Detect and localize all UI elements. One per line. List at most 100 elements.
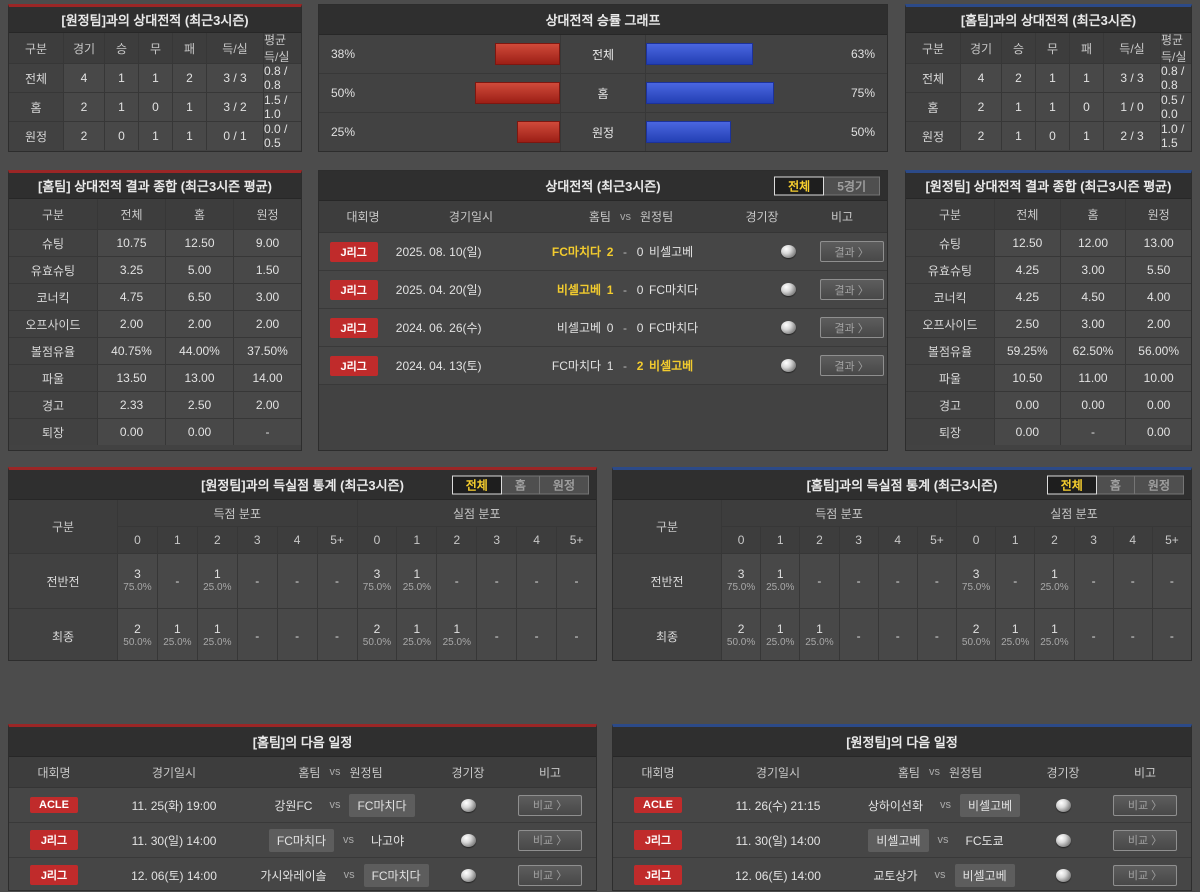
league-badge: J리그 — [30, 830, 78, 850]
conceded-cell: 3 75.0% — [957, 554, 996, 608]
stadium-icon[interactable] — [460, 868, 476, 882]
score-col-header: 4 — [1113, 527, 1152, 553]
panel-title: [원정팀]과의 득실점 통계 (최근3시즌) 전체 홈 원정 — [9, 470, 596, 500]
match-datetime: 12. 06(토) 14:00 — [131, 868, 217, 883]
left-percent-label: 50% — [331, 86, 356, 100]
compare-button[interactable]: 비교 〉 — [1113, 864, 1177, 886]
score-col-header: 3 — [839, 527, 878, 553]
scored-cell: 1 25.0% — [761, 554, 800, 608]
match-datetime: 11. 25(화) 19:00 — [131, 798, 217, 813]
compare-button[interactable]: 비교 〉 — [518, 794, 582, 816]
stadium-icon[interactable] — [460, 798, 476, 812]
match-date: 2024. 04. 13(토) — [395, 359, 482, 373]
panel-title-text: 상대전적 (최근3시즌) — [545, 179, 661, 194]
away-team-name: 비셀고베 — [649, 245, 694, 259]
match-datetime: 11. 26(수) 21:15 — [735, 798, 821, 813]
score-col-header: 0 — [357, 527, 397, 553]
stadium-icon[interactable] — [781, 321, 797, 334]
stadium-icon[interactable] — [781, 283, 797, 296]
tab-away[interactable]: 원정 — [538, 475, 589, 494]
cell: 1.50 — [234, 257, 301, 283]
row-label: 볼점유율 — [9, 338, 97, 364]
match-row: J리그 2024. 04. 13(토) FC마치다 1 - 2 비셀고베 — [319, 347, 887, 385]
awayteam-summary-panel: [원정팀] 상대전적 결과 종합 (최근3시즌 평균) 구분 전체 홈 원정 슈… — [905, 170, 1192, 451]
scored-cell: - — [839, 609, 878, 660]
home-header: 홈팀 — [588, 210, 611, 224]
result-button[interactable]: 결과 〉 — [819, 355, 884, 376]
winrate-row: 38% 전체 63% — [319, 35, 887, 74]
score-col-header: 3 — [237, 527, 277, 553]
tab-all[interactable]: 전체 — [1046, 475, 1097, 494]
cell: 2.00 — [1126, 311, 1191, 337]
cell: 2 / 3 — [1104, 122, 1160, 150]
score-col-header: 3 — [1074, 527, 1113, 553]
conceded-cell: 2 50.0% — [357, 609, 397, 660]
stadium-icon[interactable] — [781, 245, 797, 258]
match-row: J리그 2024. 06. 26(수) 비셀고베 0 - 0 FC마치다 — [319, 309, 887, 347]
home-team-name: 강원FC — [274, 798, 313, 813]
tab-last5[interactable]: 5경기 — [823, 176, 880, 195]
scored-cell: - — [878, 554, 917, 608]
score-col-header: 2 — [197, 527, 237, 553]
right-percent-label: 75% — [850, 86, 875, 100]
row-label: 오프사이드 — [906, 311, 994, 337]
panel-title: [홈팀] 상대전적 결과 종합 (최근3시즌 평균) — [9, 173, 301, 199]
cell: 12.50 — [166, 230, 233, 256]
cell: 4.75 — [98, 284, 165, 310]
tab-all[interactable]: 전체 — [774, 176, 825, 195]
tab-home[interactable]: 홈 — [1095, 475, 1135, 494]
record-table: 구분 경기 승 무 패 득/실 평균 득/실 전체 4 1 1 2 — [9, 33, 301, 150]
tab-all[interactable]: 전체 — [451, 475, 502, 494]
home-team-name: 교토상가 — [873, 868, 918, 883]
tab-away[interactable]: 원정 — [1133, 475, 1184, 494]
cell: 0 — [1070, 93, 1103, 121]
result-button[interactable]: 결과 〉 — [819, 317, 884, 338]
stadium-icon[interactable] — [1055, 868, 1071, 882]
cell: 4 — [64, 64, 104, 92]
stadium-icon[interactable] — [1055, 833, 1071, 847]
column-header: 비고 — [830, 210, 854, 224]
cell: 59.25% — [995, 338, 1060, 364]
cell: 0.00 — [1060, 392, 1126, 418]
scored-cell: - — [157, 554, 197, 608]
away-header: 원정팀 — [948, 765, 983, 780]
compare-button[interactable]: 비교 〉 — [1113, 794, 1177, 816]
compare-button[interactable]: 비교 〉 — [518, 829, 582, 851]
middle-row: [홈팀] 상대전적 결과 종합 (최근3시즌 평균) 구분 전체 홈 원정 슈팅… — [8, 170, 1192, 451]
cell: 9.00 — [234, 230, 301, 256]
tab-home[interactable]: 홈 — [500, 475, 540, 494]
cell: 2 — [1002, 64, 1035, 92]
cell: 5.50 — [1126, 257, 1191, 283]
score-col-header: 1 — [397, 527, 437, 553]
stadium-icon[interactable] — [460, 833, 476, 847]
goal-stats-vs-home-panel: [홈팀]과의 득실점 통계 (최근3시즌) 전체 홈 원정 구분 득점 분포 실… — [612, 467, 1192, 661]
result-button[interactable]: 결과 〉 — [819, 279, 884, 300]
match-datetime: 12. 06(토) 14:00 — [735, 868, 821, 883]
scored-cell: - — [839, 554, 878, 608]
vs-hometeam-record-panel: [홈팀]과의 상대전적 (최근3시즌) 구분 경기 승 무 패 득/실 평균 득… — [905, 4, 1192, 152]
blue-winrate-bar — [646, 82, 774, 104]
red-winrate-bar — [517, 121, 560, 143]
cell: 1 — [1070, 122, 1103, 150]
red-winrate-bar — [495, 43, 560, 65]
stadium-icon[interactable] — [1055, 798, 1071, 812]
result-button[interactable]: 결과 〉 — [819, 241, 884, 262]
compare-button[interactable]: 비교 〉 — [1113, 829, 1177, 851]
winrate-row: 25% 원정 50% — [319, 113, 887, 151]
compare-button[interactable]: 비교 〉 — [518, 864, 582, 886]
cell: 2.50 — [995, 311, 1060, 337]
score-dash: - — [623, 358, 628, 373]
cell: 0.00 — [1126, 419, 1191, 445]
category-label: 홈 — [560, 74, 646, 112]
column-header: 대회명 — [346, 210, 380, 224]
stadium-icon[interactable] — [781, 359, 797, 372]
column-header: 평균 득/실 — [264, 33, 301, 64]
score-col-header: 0 — [118, 527, 157, 553]
cell: 0 — [105, 122, 138, 150]
row-label: 홈 — [906, 93, 960, 121]
match-date: 2025. 04. 20(일) — [395, 283, 482, 297]
row-label: 최종 — [9, 609, 117, 660]
cell: 1 — [1002, 93, 1035, 121]
home-header: 홈팀 — [298, 765, 321, 780]
vs-label: vs — [934, 869, 946, 881]
